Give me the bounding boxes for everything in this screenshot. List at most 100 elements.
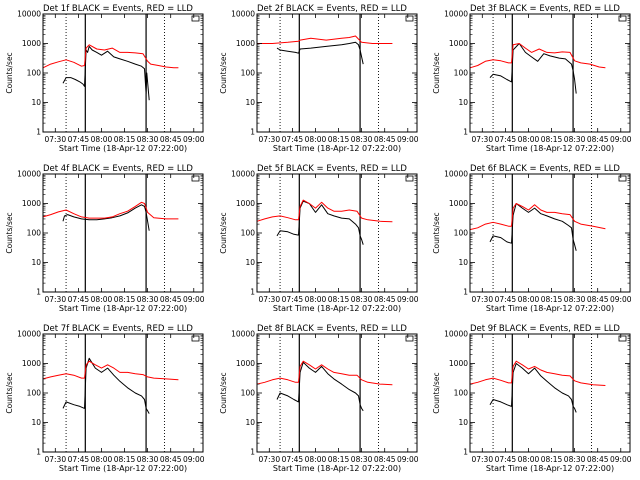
panel-title: Det 1f BLACK = Events, RED = LLD bbox=[43, 4, 193, 14]
y-tick-label: 100 bbox=[454, 69, 469, 78]
y-tick-label: 1 bbox=[250, 128, 255, 137]
corner-marker bbox=[618, 335, 627, 342]
y-tick-label: 10 bbox=[245, 98, 255, 107]
y-tick-label: 1 bbox=[463, 448, 468, 457]
x-tick-label: 08:45 bbox=[374, 135, 396, 144]
panel-title: Det 5f BLACK = Events, RED = LLD bbox=[257, 164, 407, 174]
y-tick-label: 1 bbox=[36, 288, 41, 297]
events-series-line bbox=[276, 361, 364, 412]
events-series-line bbox=[276, 41, 364, 65]
corner-marker bbox=[191, 335, 200, 342]
x-tick-label: 07:45 bbox=[495, 135, 517, 144]
x-tick-label: 08:30 bbox=[351, 295, 373, 304]
x-tick-label: 08:00 bbox=[305, 455, 327, 464]
x-axis-label: Start Time (18-Apr-12 07:22:00) bbox=[486, 144, 614, 153]
x-axis-label: Start Time (18-Apr-12 07:22:00) bbox=[486, 464, 614, 473]
x-tick-label: 07:30 bbox=[471, 135, 493, 144]
y-tick-label: 100 bbox=[241, 69, 256, 78]
x-axis-label: Start Time (18-Apr-12 07:22:00) bbox=[273, 144, 401, 153]
x-tick-label: 07:30 bbox=[471, 295, 493, 304]
y-tick-label: 100 bbox=[27, 389, 42, 398]
x-tick-label: 08:00 bbox=[91, 295, 113, 304]
x-tick-label: 08:30 bbox=[351, 455, 373, 464]
x-axis-label: Start Time (18-Apr-12 07:22:00) bbox=[59, 144, 187, 153]
x-tick-label: 09:00 bbox=[183, 295, 205, 304]
detector-panel: Det 6f BLACK = Events, RED = LLD 07:30 07:… bbox=[432, 164, 632, 313]
x-tick-label: 09:00 bbox=[610, 455, 632, 464]
y-axis-label: Counts/sec bbox=[219, 212, 228, 253]
lld-series-line bbox=[42, 201, 179, 220]
y-tick-label: 10000 bbox=[17, 330, 41, 339]
x-tick-label: 08:00 bbox=[91, 455, 113, 464]
plot-frame bbox=[42, 333, 204, 453]
x-tick-label: 07:45 bbox=[495, 295, 517, 304]
y-axis-label: Counts/sec bbox=[219, 372, 228, 413]
events-series-line bbox=[62, 45, 150, 101]
corner-marker bbox=[191, 15, 200, 22]
panel-title: Det 6f BLACK = Events, RED = LLD bbox=[470, 164, 620, 174]
y-tick-label: 1 bbox=[36, 128, 41, 137]
y-tick-label: 10000 bbox=[231, 170, 255, 179]
x-tick-label: 07:30 bbox=[44, 135, 66, 144]
y-tick-label: 10000 bbox=[231, 330, 255, 339]
y-tick-label: 10000 bbox=[231, 10, 255, 19]
y-tick-label: 1000 bbox=[22, 359, 41, 368]
panel-title: Det 3f BLACK = Events, RED = LLD bbox=[470, 4, 620, 14]
events-series-line bbox=[489, 203, 577, 251]
y-tick-label: 1000 bbox=[22, 39, 41, 48]
y-tick-label: 1 bbox=[463, 288, 468, 297]
x-tick-label: 08:30 bbox=[564, 455, 586, 464]
y-tick-label: 10 bbox=[458, 258, 468, 267]
y-tick-label: 10000 bbox=[444, 330, 468, 339]
y-axis-label: Counts/sec bbox=[5, 212, 14, 253]
x-axis-label: Start Time (18-Apr-12 07:22:00) bbox=[273, 464, 401, 473]
x-tick-label: 07:30 bbox=[471, 455, 493, 464]
x-tick-label: 08:00 bbox=[518, 135, 540, 144]
plot-frame bbox=[469, 173, 631, 293]
x-tick-label: 07:45 bbox=[282, 135, 304, 144]
plot-frame bbox=[469, 333, 631, 453]
y-tick-label: 100 bbox=[27, 229, 42, 238]
detector-panel: Det 5f BLACK = Events, RED = LLD 07:30 07:… bbox=[219, 164, 419, 313]
y-tick-label: 10 bbox=[31, 418, 41, 427]
x-tick-label: 08:30 bbox=[137, 295, 159, 304]
panel-title: Det 7f BLACK = Events, RED = LLD bbox=[43, 324, 193, 334]
y-tick-label: 10 bbox=[458, 98, 468, 107]
y-tick-label: 10 bbox=[245, 258, 255, 267]
panel-title: Det 9f BLACK = Events, RED = LLD bbox=[470, 324, 620, 334]
y-tick-label: 1000 bbox=[449, 39, 468, 48]
corner-marker bbox=[405, 335, 414, 342]
y-tick-label: 100 bbox=[241, 389, 256, 398]
x-tick-label: 08:30 bbox=[564, 135, 586, 144]
x-tick-label: 08:00 bbox=[91, 135, 113, 144]
lld-series-line bbox=[42, 44, 179, 69]
x-tick-label: 09:00 bbox=[397, 295, 419, 304]
x-tick-label: 08:45 bbox=[587, 135, 609, 144]
detector-panel: Det 2f BLACK = Events, RED = LLD 07:30 07:… bbox=[219, 4, 419, 153]
x-tick-label: 09:00 bbox=[183, 455, 205, 464]
y-tick-label: 10 bbox=[31, 98, 41, 107]
lld-series-line bbox=[256, 360, 393, 386]
y-tick-label: 1000 bbox=[236, 359, 255, 368]
x-tick-label: 07:30 bbox=[258, 455, 280, 464]
x-axis-label: Start Time (18-Apr-12 07:22:00) bbox=[59, 304, 187, 313]
x-tick-label: 07:30 bbox=[44, 455, 66, 464]
lld-series-line bbox=[469, 43, 606, 69]
events-series-line bbox=[62, 357, 150, 414]
x-tick-label: 09:00 bbox=[610, 135, 632, 144]
y-axis-label: Counts/sec bbox=[5, 372, 14, 413]
lld-series-line bbox=[469, 203, 606, 231]
x-tick-label: 08:00 bbox=[305, 135, 327, 144]
x-tick-label: 09:00 bbox=[610, 295, 632, 304]
x-tick-label: 07:30 bbox=[258, 135, 280, 144]
plot-frame bbox=[42, 173, 204, 293]
x-tick-label: 07:45 bbox=[68, 455, 90, 464]
x-tick-label: 07:45 bbox=[68, 295, 90, 304]
x-tick-label: 08:15 bbox=[328, 295, 350, 304]
y-tick-label: 1000 bbox=[236, 199, 255, 208]
x-tick-label: 07:45 bbox=[68, 135, 90, 144]
y-tick-label: 1 bbox=[250, 288, 255, 297]
detector-panel: Det 7f BLACK = Events, RED = LLD 07:30 07:… bbox=[5, 324, 205, 473]
detector-panel: Det 4f BLACK = Events, RED = LLD 07:30 07:… bbox=[5, 164, 205, 313]
x-tick-label: 07:45 bbox=[282, 455, 304, 464]
